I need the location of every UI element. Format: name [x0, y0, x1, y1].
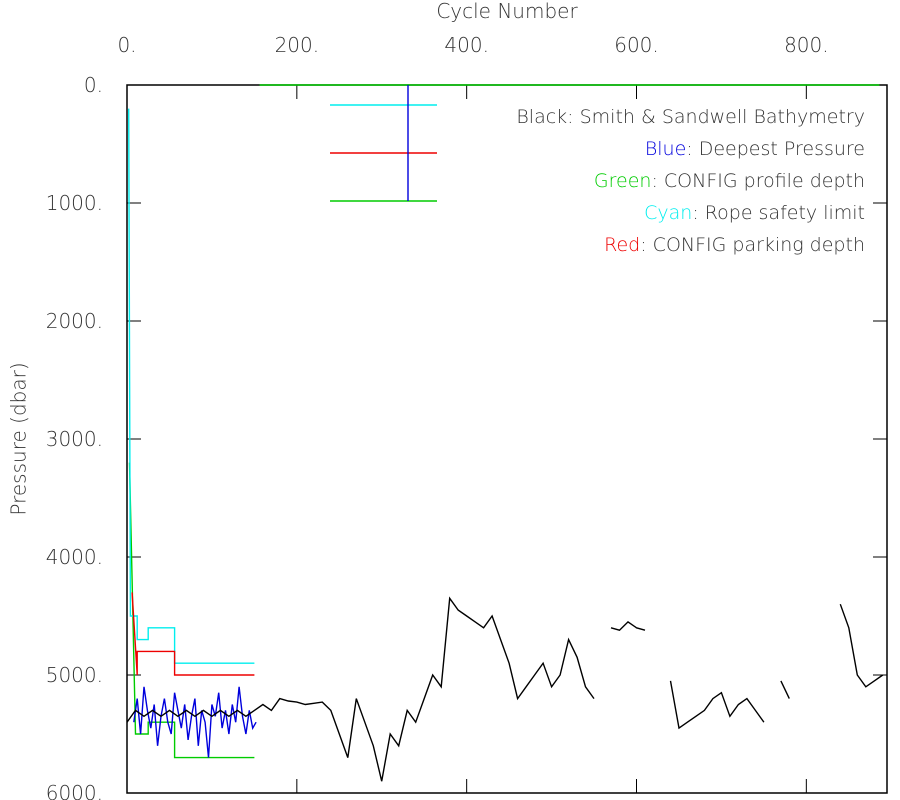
y-tick-label: 0. — [84, 73, 103, 97]
y-axis-label: Pressure (dbar) — [7, 362, 31, 515]
legend-color-word: Blue — [645, 138, 686, 160]
y-tick-label: 6000. — [46, 781, 103, 800]
x-tick-label: 400. — [444, 33, 489, 57]
legend-color-word: Red — [604, 234, 640, 256]
y-tick-label: 1000. — [46, 191, 103, 215]
legend-entry: Red: CONFIG parking depth — [604, 234, 865, 256]
legend-label: : Rope safety limit — [692, 202, 865, 224]
x-tick-label: 600. — [614, 33, 659, 57]
y-tick-label: 4000. — [46, 545, 103, 569]
x-tick-label: 800. — [784, 33, 829, 57]
legend-color-word: Black — [516, 106, 567, 128]
legend-color-word: Cyan — [644, 202, 692, 224]
series-line — [128, 84, 880, 759]
legend-color-word: Green — [594, 170, 652, 192]
y-tick-label: 3000. — [46, 427, 103, 451]
y-tick-label: 2000. — [46, 309, 103, 333]
legend-entry: Green: CONFIG profile depth — [594, 170, 865, 192]
x-tick-label: 0. — [117, 33, 136, 57]
series-line — [131, 592, 255, 676]
legend-entry: Cyan: Rope safety limit — [644, 202, 865, 224]
series-line — [133, 686, 257, 758]
series-line — [126, 596, 884, 782]
legend-label: : CONFIG parking depth — [640, 234, 865, 256]
legend-entry: Blue: Deepest Pressure — [645, 138, 865, 160]
y-tick-label: 5000. — [46, 663, 103, 687]
x-tick-label: 200. — [275, 33, 320, 57]
legend-entry: Black: Smith & Sandwell Bathymetry — [516, 106, 865, 128]
legend-label: : Smith & Sandwell Bathymetry — [567, 106, 865, 128]
legend-label: : CONFIG profile depth — [651, 170, 865, 192]
series-line — [128, 108, 255, 664]
x-axis-label: Cycle Number — [436, 0, 578, 23]
legend-label: : Deepest Pressure — [686, 138, 865, 160]
